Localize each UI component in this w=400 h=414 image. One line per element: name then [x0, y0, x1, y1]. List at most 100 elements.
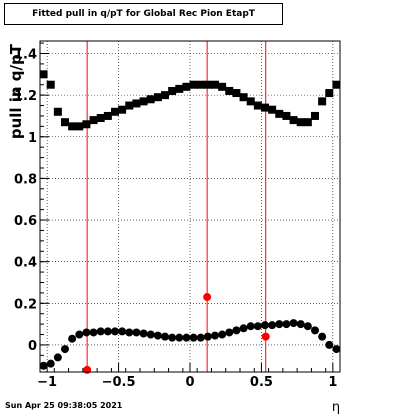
- y-tick-label: 0.6: [14, 214, 37, 229]
- data-point-circle: [253, 322, 262, 331]
- data-point-square: [296, 118, 305, 127]
- data-point-circle: [132, 328, 141, 337]
- data-point-square: [75, 122, 84, 131]
- data-point-circle: [82, 328, 91, 337]
- data-point-square: [261, 103, 269, 112]
- data-point-square: [325, 89, 334, 98]
- data-point-square: [282, 111, 291, 120]
- data-point-square: [96, 114, 105, 123]
- data-point-square: [168, 86, 177, 95]
- data-point-square: [61, 118, 69, 127]
- data-point-square: [189, 80, 198, 89]
- data-point-square: [239, 93, 248, 102]
- data-point-circle: [268, 321, 277, 330]
- data-point-circle: [303, 322, 312, 331]
- data-point-circle: [225, 328, 234, 337]
- data-point-circle: [139, 329, 148, 338]
- data-point-circle: [68, 334, 77, 343]
- data-point-circle: [311, 326, 319, 335]
- data-point-square: [53, 107, 62, 116]
- data-point-circle: [318, 332, 327, 341]
- data-point-circle: [103, 327, 112, 336]
- data-point-square: [175, 84, 184, 93]
- data-point-square: [153, 93, 162, 102]
- data-point-circle: [239, 324, 248, 333]
- data-point-square: [289, 116, 298, 125]
- y-tick-label: 1.2: [14, 89, 37, 104]
- data-point-circle: [175, 333, 184, 342]
- data-point-circle: [161, 332, 169, 341]
- data-point-circle: [46, 359, 55, 368]
- data-point-circle: [196, 333, 205, 342]
- data-point-square: [132, 99, 141, 108]
- data-point-circle: [75, 330, 84, 339]
- vertical-lines: [86, 41, 267, 372]
- data-point-square: [246, 97, 255, 106]
- y-tick-label: 1.4: [14, 47, 37, 62]
- y-tick-label: 0.8: [14, 172, 37, 187]
- data-point-square: [211, 80, 219, 89]
- axis-ticks: [39, 42, 341, 372]
- data-point-circle: [118, 327, 127, 336]
- x-tick-label: −1: [37, 375, 57, 390]
- x-tick-label: 1: [328, 375, 337, 390]
- y-tick-label: 1: [28, 131, 37, 146]
- data-point-square: [118, 105, 127, 114]
- data-point-circle: [125, 328, 134, 337]
- data-point-circle: [53, 353, 62, 362]
- data-point-square: [332, 80, 341, 89]
- data-point-square: [68, 122, 77, 131]
- data-point-circle: [232, 326, 241, 335]
- data-point-circle: [325, 340, 334, 349]
- data-point-circle: [246, 322, 255, 331]
- data-point-circle: [282, 320, 291, 329]
- data-point-square: [103, 111, 112, 120]
- data-point-circle: [182, 333, 191, 342]
- data-point-circle: [111, 327, 119, 336]
- data-point-circle: [189, 333, 198, 342]
- x-tick-label: −0.5: [102, 375, 136, 390]
- data-point-square: [82, 120, 91, 129]
- data-point-circle: [289, 319, 298, 328]
- tick-labels: −1 −0.5 0 0.5 1 0 0.2 0.4 0.6 0.8 1 1.2 1.4: [14, 47, 337, 390]
- data-point-circle: [261, 321, 269, 330]
- data-point-square: [253, 101, 262, 110]
- data-point-circle: [146, 330, 155, 339]
- data-point-square: [89, 116, 98, 125]
- x-tick-label: 0: [185, 375, 194, 390]
- data-point-square: [139, 97, 148, 106]
- data-point-red: [203, 293, 212, 302]
- y-tick-label: 0.2: [14, 297, 37, 312]
- data-point-square: [146, 95, 155, 104]
- y-axis-label: pull in q/pT: [7, 43, 25, 139]
- grid: [40, 41, 340, 372]
- data-point-red: [83, 365, 92, 374]
- data-point-circle: [218, 330, 227, 339]
- data-point-square: [125, 101, 134, 110]
- data-points: [39, 70, 341, 374]
- data-point-square: [218, 82, 227, 91]
- data-point-circle: [168, 333, 177, 342]
- data-point-square: [268, 105, 277, 114]
- data-point-square: [203, 80, 212, 89]
- timestamp: Sun Apr 25 09:38:05 2021: [5, 401, 123, 410]
- data-point-square: [318, 97, 327, 106]
- chart-title: Fitted pull in q/pT for Global Rec Pion …: [4, 3, 283, 25]
- data-point-red: [261, 332, 270, 341]
- data-point-circle: [61, 345, 69, 354]
- data-point-square: [275, 109, 284, 118]
- data-point-circle: [203, 332, 212, 341]
- x-tick-label: 0.5: [250, 375, 273, 390]
- data-point-circle: [275, 320, 284, 329]
- data-point-circle: [332, 345, 341, 354]
- data-point-square: [182, 82, 191, 91]
- data-point-square: [161, 91, 169, 100]
- y-tick-label: 0.4: [14, 256, 37, 271]
- data-point-square: [311, 111, 319, 120]
- data-point-square: [111, 107, 119, 116]
- data-point-square: [46, 80, 55, 89]
- data-point-circle: [96, 327, 105, 336]
- data-point-square: [225, 86, 234, 95]
- x-axis-label: η: [332, 400, 340, 414]
